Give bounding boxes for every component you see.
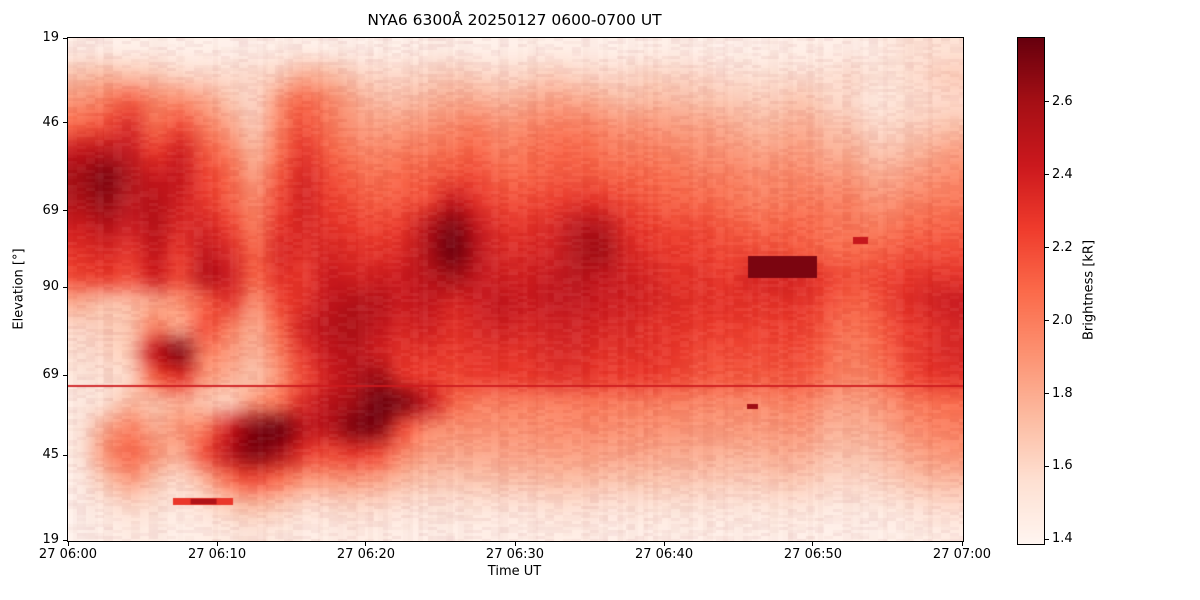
y-tick-mark <box>63 374 67 376</box>
y-tick-label: 46 <box>42 114 59 130</box>
colorbar-tick-mark <box>1045 393 1049 395</box>
y-tick-label: 19 <box>42 30 59 45</box>
colorbar-tick-mark <box>1045 465 1049 467</box>
y-tick-label: 69 <box>42 202 59 218</box>
colorbar-tick-mark <box>1045 174 1049 176</box>
x-tick-mark <box>365 542 367 546</box>
y-tick-label: 69 <box>42 367 59 383</box>
x-tick-mark <box>216 542 218 546</box>
colorbar-label: Brightness [kR] <box>1081 239 1097 341</box>
x-tick-label: 27 06:10 <box>187 547 247 562</box>
colorbar-canvas <box>1018 38 1044 544</box>
x-tick-label: 27 07:00 <box>932 547 992 562</box>
colorbar-tick-label: 2.0 <box>1052 312 1073 328</box>
x-tick-mark <box>812 542 814 546</box>
x-tick-label: 27 06:20 <box>336 547 396 562</box>
y-tick-label: 90 <box>42 279 59 295</box>
colorbar-tick-label: 1.8 <box>1052 385 1073 401</box>
x-tick-mark <box>663 542 665 546</box>
colorbar-tick-label: 1.4 <box>1052 531 1073 547</box>
x-tick-mark <box>961 542 963 546</box>
chart-title: NYA6 6300Å 20250127 0600-0700 UT <box>367 11 662 29</box>
y-axis-label: Elevation [°] <box>11 248 27 330</box>
colorbar-tick-label: 1.6 <box>1052 458 1073 474</box>
x-tick-label: 27 06:50 <box>783 547 843 562</box>
colorbar-tick-mark <box>1045 538 1049 540</box>
heatmap-plot-area <box>67 37 964 542</box>
x-tick-label: 27 06:00 <box>38 547 98 562</box>
y-tick-mark <box>63 539 67 541</box>
y-tick-mark <box>63 454 67 456</box>
x-tick-mark <box>67 542 69 546</box>
x-axis-label: Time UT <box>487 564 542 579</box>
y-tick-mark <box>63 37 67 39</box>
colorbar-tick-label: 2.2 <box>1052 239 1073 255</box>
colorbar-tick-label: 2.6 <box>1052 93 1073 109</box>
heatmap-canvas <box>68 38 963 541</box>
y-tick-label: 19 <box>42 532 59 547</box>
y-tick-mark <box>63 210 67 212</box>
x-tick-mark <box>514 542 516 546</box>
x-tick-label: 27 06:30 <box>485 547 545 562</box>
colorbar-tick-mark <box>1045 101 1049 103</box>
y-tick-mark <box>63 286 67 288</box>
colorbar <box>1017 37 1045 545</box>
y-tick-label: 45 <box>42 447 59 463</box>
colorbar-tick-label: 2.4 <box>1052 166 1073 182</box>
colorbar-tick-mark <box>1045 247 1049 249</box>
x-tick-label: 27 06:40 <box>634 547 694 562</box>
y-tick-mark <box>63 122 67 124</box>
colorbar-tick-mark <box>1045 320 1049 322</box>
